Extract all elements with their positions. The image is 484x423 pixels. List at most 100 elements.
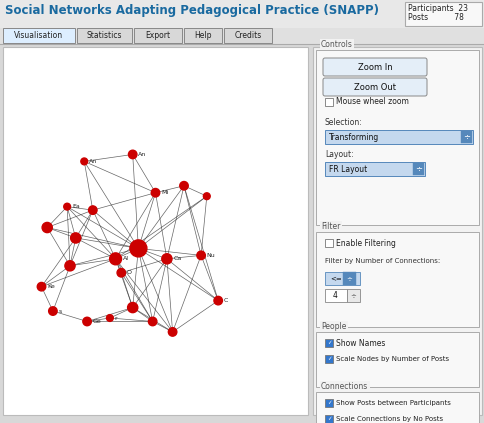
- Text: Scale Connections by No Posts: Scale Connections by No Posts: [335, 416, 442, 422]
- Circle shape: [42, 222, 52, 233]
- Circle shape: [203, 193, 210, 200]
- Text: Mi: Mi: [161, 190, 168, 195]
- FancyBboxPatch shape: [316, 392, 478, 423]
- FancyBboxPatch shape: [346, 289, 359, 302]
- FancyBboxPatch shape: [0, 28, 484, 44]
- Text: s: s: [59, 308, 62, 313]
- Text: C: C: [224, 298, 228, 303]
- Text: Zoom In: Zoom In: [357, 63, 392, 71]
- FancyBboxPatch shape: [183, 28, 222, 43]
- Text: 4: 4: [332, 291, 337, 299]
- Circle shape: [180, 181, 188, 190]
- Text: Zoom Out: Zoom Out: [353, 82, 395, 91]
- Circle shape: [48, 307, 57, 315]
- Circle shape: [127, 302, 137, 313]
- FancyBboxPatch shape: [324, 339, 333, 347]
- FancyBboxPatch shape: [224, 28, 272, 43]
- Circle shape: [37, 283, 45, 291]
- FancyBboxPatch shape: [404, 2, 481, 26]
- Text: Nu: Nu: [206, 253, 215, 258]
- Text: Selection:: Selection:: [324, 118, 362, 127]
- Text: Controls: Controls: [320, 40, 352, 49]
- FancyBboxPatch shape: [412, 163, 423, 175]
- Text: O: O: [127, 270, 132, 275]
- FancyBboxPatch shape: [0, 0, 484, 28]
- Text: Mouse wheel zoom: Mouse wheel zoom: [335, 97, 408, 107]
- Text: <=: <=: [329, 275, 341, 281]
- Circle shape: [168, 328, 177, 336]
- Text: Transforming: Transforming: [328, 132, 378, 142]
- FancyBboxPatch shape: [324, 272, 359, 285]
- Circle shape: [106, 315, 113, 321]
- FancyBboxPatch shape: [322, 78, 426, 96]
- Text: Help: Help: [194, 30, 212, 39]
- Text: FR Layout: FR Layout: [328, 165, 366, 173]
- Circle shape: [148, 317, 157, 326]
- Text: Participants  23: Participants 23: [407, 4, 467, 13]
- FancyBboxPatch shape: [342, 272, 355, 285]
- FancyBboxPatch shape: [3, 47, 307, 415]
- Text: Credits: Credits: [234, 30, 261, 39]
- Circle shape: [65, 261, 75, 271]
- Circle shape: [151, 189, 159, 197]
- Circle shape: [197, 251, 205, 260]
- Text: Show Names: Show Names: [335, 338, 385, 348]
- Text: Scale Nodes by Number of Posts: Scale Nodes by Number of Posts: [335, 356, 448, 362]
- FancyBboxPatch shape: [324, 415, 333, 423]
- FancyBboxPatch shape: [316, 332, 478, 387]
- Text: Posts           78: Posts 78: [407, 13, 463, 22]
- Text: r: r: [115, 316, 117, 321]
- Text: Ge: Ge: [92, 319, 101, 324]
- Circle shape: [83, 317, 91, 326]
- Circle shape: [213, 297, 222, 305]
- FancyBboxPatch shape: [316, 232, 478, 327]
- FancyBboxPatch shape: [316, 50, 478, 225]
- Text: An: An: [138, 152, 146, 157]
- Circle shape: [130, 240, 147, 257]
- FancyBboxPatch shape: [322, 58, 426, 76]
- Text: Visualisation: Visualisation: [15, 30, 63, 39]
- FancyBboxPatch shape: [324, 130, 472, 144]
- FancyBboxPatch shape: [324, 355, 333, 363]
- Text: Filter by Number of Connections:: Filter by Number of Connections:: [324, 258, 439, 264]
- Text: Social Networks Adapting Pedagogical Practice (SNAPP): Social Networks Adapting Pedagogical Pra…: [5, 4, 378, 17]
- FancyBboxPatch shape: [3, 28, 75, 43]
- FancyBboxPatch shape: [324, 239, 333, 247]
- Text: ÷: ÷: [415, 165, 422, 173]
- Text: Show Posts between Participants: Show Posts between Participants: [335, 400, 450, 406]
- Text: ✓: ✓: [326, 341, 331, 346]
- Circle shape: [63, 203, 70, 210]
- Text: Al: Al: [123, 256, 129, 261]
- FancyBboxPatch shape: [324, 98, 333, 106]
- Text: ✓: ✓: [326, 417, 331, 421]
- Text: Layout:: Layout:: [324, 150, 353, 159]
- FancyBboxPatch shape: [134, 28, 182, 43]
- Text: ÷: ÷: [349, 292, 355, 298]
- Circle shape: [81, 158, 88, 165]
- Circle shape: [162, 254, 172, 264]
- Text: Filter: Filter: [320, 222, 340, 231]
- Text: An: An: [89, 159, 97, 164]
- Text: Ea: Ea: [72, 204, 80, 209]
- Circle shape: [71, 233, 81, 243]
- Text: Ca: Ca: [173, 256, 182, 261]
- Text: ✓: ✓: [326, 401, 331, 406]
- Text: Connections: Connections: [320, 382, 367, 391]
- Circle shape: [109, 253, 121, 265]
- Text: ÷: ÷: [463, 132, 469, 142]
- FancyBboxPatch shape: [324, 289, 346, 302]
- FancyBboxPatch shape: [324, 162, 424, 176]
- FancyBboxPatch shape: [460, 131, 471, 143]
- Text: People: People: [320, 322, 346, 331]
- Circle shape: [89, 206, 97, 214]
- Text: Export: Export: [145, 30, 170, 39]
- Circle shape: [128, 150, 136, 159]
- Text: Enable Filtering: Enable Filtering: [335, 239, 395, 247]
- Circle shape: [117, 269, 125, 277]
- Text: Statistics: Statistics: [87, 30, 122, 39]
- Text: ✓: ✓: [326, 357, 331, 362]
- FancyBboxPatch shape: [324, 399, 333, 407]
- Text: Ke: Ke: [47, 284, 55, 289]
- FancyBboxPatch shape: [312, 47, 481, 415]
- Text: ÷: ÷: [346, 275, 351, 281]
